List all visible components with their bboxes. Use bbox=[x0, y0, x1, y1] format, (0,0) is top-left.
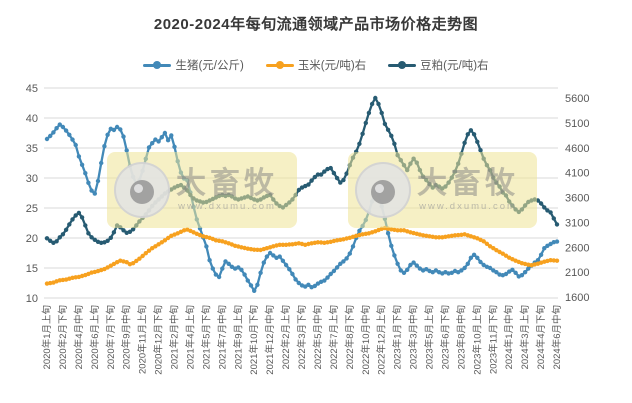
svg-text:2022年2月上旬: 2022年2月上旬 bbox=[280, 305, 292, 369]
svg-text:2023年10月上旬: 2023年10月上旬 bbox=[471, 305, 483, 375]
legend-item-shengzhu: 生猪(元/公斤) bbox=[143, 57, 244, 73]
svg-text:2022年3月下旬: 2022年3月下旬 bbox=[296, 305, 308, 369]
svg-text:2022年12月上旬: 2022年12月上旬 bbox=[376, 305, 388, 375]
svg-text:2022年5月中旬: 2022年5月中旬 bbox=[312, 305, 324, 369]
svg-text:2022年10月中旬: 2022年10月中旬 bbox=[360, 305, 372, 375]
right-axis-labels: 5600 5100 4600 4100 3600 3100 2600 2100 1600 bbox=[565, 93, 589, 304]
svg-text:10: 10 bbox=[26, 293, 38, 305]
svg-text:2600: 2600 bbox=[565, 242, 589, 254]
svg-text:2024年6月中旬: 2024年6月中旬 bbox=[551, 305, 563, 369]
svg-text:20: 20 bbox=[26, 233, 38, 245]
svg-text:4600: 4600 bbox=[565, 143, 589, 155]
svg-text:35: 35 bbox=[26, 143, 38, 155]
legend-label-doupo: 豆粕(元/吨)右 bbox=[420, 60, 489, 72]
svg-text:2022年7月上旬: 2022年7月上旬 bbox=[328, 305, 340, 369]
legend-marker-shengzhu-icon bbox=[143, 61, 172, 69]
svg-text:2021年2月中旬: 2021年2月中旬 bbox=[169, 305, 181, 369]
svg-text:2020年1月上旬: 2020年1月上旬 bbox=[41, 305, 53, 369]
legend-item-yumi: 玉米(元/吨)右 bbox=[265, 57, 367, 73]
svg-text:2021年7月中旬: 2021年7月中旬 bbox=[216, 305, 228, 369]
svg-text:2021年10月下旬: 2021年10月下旬 bbox=[248, 305, 260, 375]
svg-text:2024年3月上旬: 2024年3月上旬 bbox=[519, 305, 531, 369]
svg-text:2020年2月下旬: 2020年2月下旬 bbox=[57, 305, 69, 369]
svg-text:30: 30 bbox=[26, 173, 38, 185]
svg-text:2020年4月中旬: 2020年4月中旬 bbox=[73, 305, 85, 369]
svg-text:25: 25 bbox=[26, 203, 38, 215]
svg-text:45: 45 bbox=[26, 83, 38, 95]
svg-text:2021年4月上旬: 2021年4月上旬 bbox=[184, 305, 196, 369]
svg-text:2023年11月下旬: 2023年11月下旬 bbox=[487, 305, 499, 374]
chart-title: 2020-2024年每旬流通领域产品市场价格走势图 bbox=[153, 16, 479, 33]
svg-text:40: 40 bbox=[26, 113, 38, 125]
svg-text:2023年1月下旬: 2023年1月下旬 bbox=[392, 305, 404, 369]
chart-legend: 生猪(元/公斤) 玉米(元/吨)右 豆粕(元/吨)右 bbox=[0, 57, 632, 73]
svg-text:2020年11月上旬: 2020年11月上旬 bbox=[137, 305, 149, 374]
svg-text:2100: 2100 bbox=[565, 267, 589, 279]
legend-marker-doupo-icon bbox=[388, 61, 417, 69]
svg-text:2023年8月中旬: 2023年8月中旬 bbox=[455, 305, 467, 369]
svg-text:2020年6月上旬: 2020年6月上旬 bbox=[89, 305, 101, 369]
series-0 bbox=[44, 122, 560, 293]
left-axis-labels: 45 40 35 30 25 20 15 10 bbox=[26, 83, 38, 305]
svg-text:2020年9月中旬: 2020年9月中旬 bbox=[121, 305, 133, 369]
svg-text:3100: 3100 bbox=[565, 217, 589, 229]
svg-text:2021年9月上旬: 2021年9月上旬 bbox=[232, 305, 244, 369]
legend-marker-yumi-icon bbox=[265, 61, 294, 69]
svg-text:1600: 1600 bbox=[565, 292, 589, 304]
svg-text:2020年7月下旬: 2020年7月下旬 bbox=[105, 305, 117, 369]
legend-item-doupo: 豆粕(元/吨)右 bbox=[388, 57, 489, 73]
legend-label-yumi: 玉米(元/吨)右 bbox=[297, 60, 367, 72]
svg-text:2023年6月下旬: 2023年6月下旬 bbox=[439, 305, 451, 369]
x-axis-labels: 2020年1月上旬 2020年2月下旬 2020年4月中旬 2020年6月上旬 2020… bbox=[41, 305, 563, 375]
svg-text:2024年1月中旬: 2024年1月中旬 bbox=[503, 305, 515, 369]
svg-text:4100: 4100 bbox=[565, 168, 589, 180]
gridlines bbox=[44, 87, 558, 299]
svg-text:2023年3月中旬: 2023年3月中旬 bbox=[408, 305, 420, 369]
svg-text:2021年5月下旬: 2021年5月下旬 bbox=[200, 305, 212, 369]
series-1 bbox=[44, 225, 560, 286]
svg-text:15: 15 bbox=[26, 263, 38, 275]
svg-text:2023年5月上旬: 2023年5月上旬 bbox=[424, 305, 436, 369]
svg-text:2021年12月中旬: 2021年12月中旬 bbox=[264, 305, 276, 375]
svg-text:3600: 3600 bbox=[565, 193, 589, 205]
svg-text:5600: 5600 bbox=[565, 93, 589, 105]
svg-text:2024年4月下旬: 2024年4月下旬 bbox=[535, 305, 547, 369]
legend-label-shengzhu: 生猪(元/公斤) bbox=[175, 60, 244, 72]
svg-text:2022年8月下旬: 2022年8月下旬 bbox=[344, 305, 356, 369]
svg-text:5100: 5100 bbox=[565, 118, 589, 130]
svg-text:2020年12月下旬: 2020年12月下旬 bbox=[153, 305, 165, 375]
